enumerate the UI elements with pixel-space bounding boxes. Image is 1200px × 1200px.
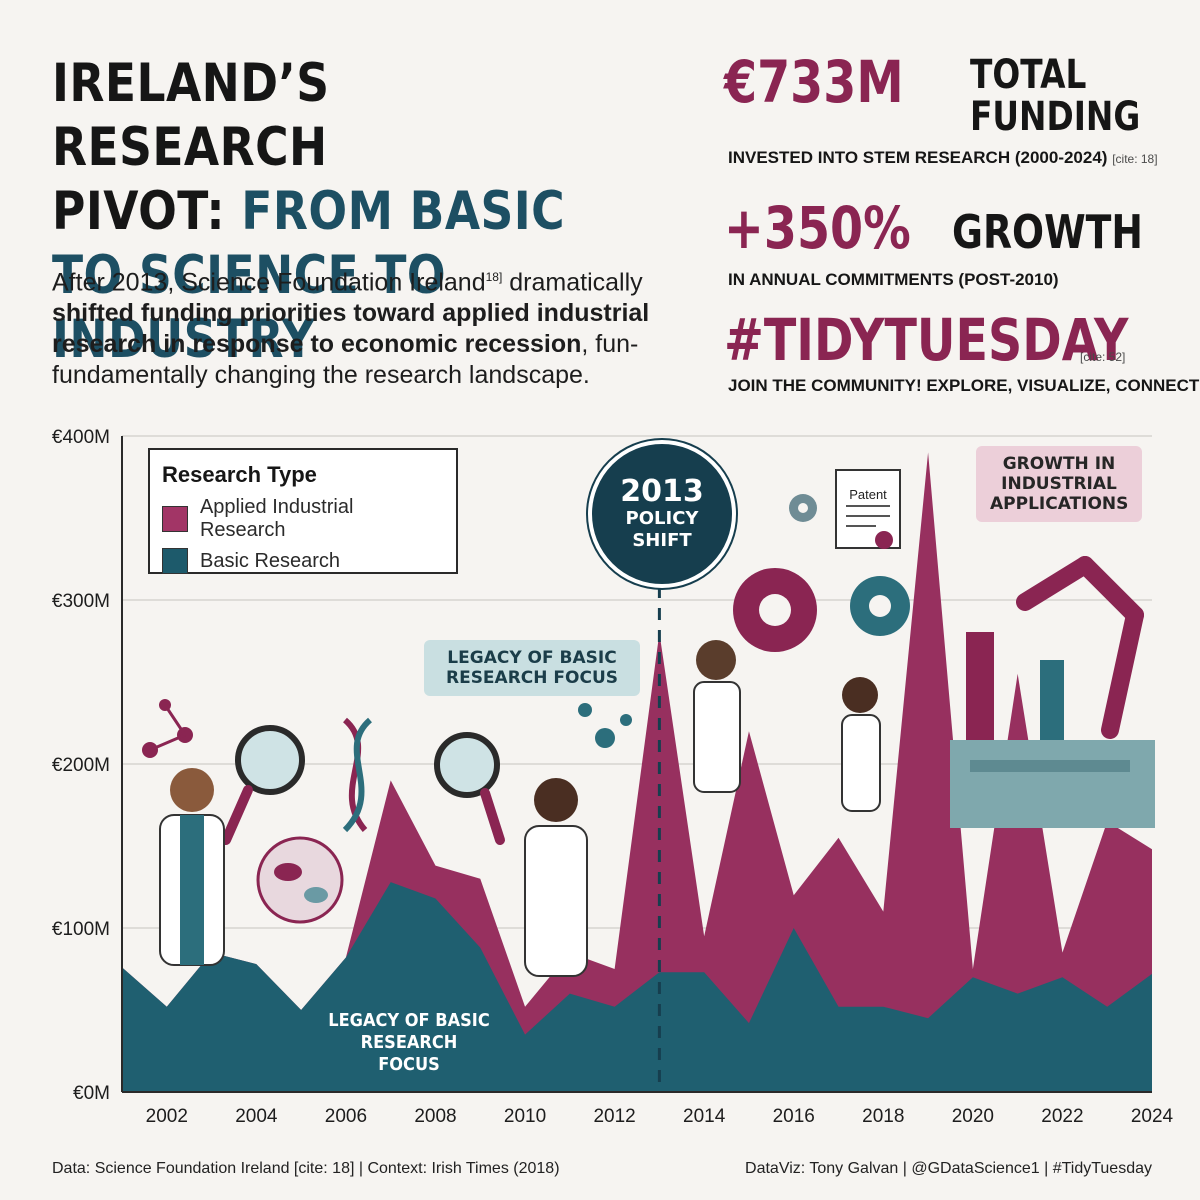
- intro-text-b: dramatically: [502, 268, 643, 297]
- legend-title: Research Type: [162, 462, 317, 487]
- x-tick-label: 2016: [773, 1106, 815, 1127]
- title-line-3: TO SCIENCE TO INDUSTRY: [52, 245, 447, 370]
- x-tick-label: 2018: [862, 1106, 904, 1127]
- gear-icon: [789, 494, 817, 522]
- stat-total-sub-text: INVESTED INTO STEM RESEARCH (2000-2024): [728, 148, 1108, 167]
- gear-icon: [850, 576, 910, 636]
- chart-areas: [122, 452, 1152, 1092]
- intro-paragraph: After 2013, Science Foundation Ireland18…: [52, 262, 662, 391]
- patent-document-icon: [835, 469, 901, 549]
- intro-text-c: , fun-fundamentally changing the researc…: [52, 330, 639, 390]
- footer-credit: DataViz: Tony Galvan | @GDataScience1 | …: [745, 1160, 1152, 1177]
- y-tick-label: €100M: [52, 919, 110, 940]
- stat-tidytuesday-value: #TIDYTUESDAY: [724, 306, 1129, 374]
- factory-icon: [950, 632, 1155, 828]
- policy-shift-year: 2013: [620, 474, 704, 509]
- scientist-figure: [693, 640, 741, 793]
- title-line-2b: FROM BASIC: [241, 181, 566, 242]
- stat-total-value: €733M: [724, 48, 904, 116]
- x-tick-label: 2022: [1041, 1106, 1083, 1127]
- stat-tidytuesday-sub: JOIN THE COMMUNITY! EXPLORE, VISUALIZE, …: [728, 376, 1200, 395]
- legacy-callout-bubble: LEGACY OF BASIC RESEARCH FOCUS: [424, 640, 640, 696]
- x-tick-label: 2004: [235, 1106, 278, 1127]
- policy-shift-badge: 2013 POLICY SHIFT: [588, 440, 736, 588]
- stat-growth-sub: IN ANNUAL COMMITMENTS (POST-2010): [728, 270, 1059, 289]
- stat-total-cite: [cite: 18]: [1112, 152, 1158, 166]
- x-tick-label: 2008: [414, 1106, 456, 1127]
- title-line-2a: PIVOT:: [52, 181, 242, 242]
- title-line-1: IRELAND’S RESEARCH: [52, 53, 330, 178]
- molecule-icon: [142, 699, 193, 758]
- dna-icon: [342, 717, 373, 833]
- cell-icon: [256, 836, 344, 924]
- x-tick-label: 2002: [146, 1106, 188, 1127]
- stat-growth-label: GROWTH: [952, 205, 1143, 259]
- x-tick-label: 2024: [1131, 1106, 1174, 1127]
- x-tick-label: 2014: [683, 1106, 726, 1127]
- policy-shift-text-2: SHIFT: [632, 530, 692, 551]
- scientist-figure: [524, 778, 588, 977]
- legend-swatch-applied: [162, 506, 188, 532]
- x-tick-label: 2006: [325, 1106, 367, 1127]
- intro-bold-text: shifted funding priorities toward applie…: [52, 299, 650, 359]
- x-tick-label: 2020: [952, 1106, 994, 1127]
- footer-source: Data: Science Foundation Ireland [cite: …: [52, 1160, 560, 1177]
- gear-icon: [733, 568, 817, 652]
- stat-growth-value: +350%: [724, 194, 911, 262]
- molecule-icon: [578, 703, 632, 748]
- y-tick-label: €0M: [73, 1083, 110, 1104]
- growth-callout-bubble: GROWTH IN INDUSTRIAL APPLICATIONS: [976, 446, 1142, 522]
- stat-tidytuesday-cite: [cite: 52]: [1080, 350, 1126, 364]
- y-tick-label: €200M: [52, 755, 110, 776]
- legend-label-applied: Applied Industrial Research: [199, 496, 354, 541]
- policy-shift-text-1: POLICY: [625, 508, 699, 529]
- area-basic-research: [122, 882, 1152, 1092]
- y-tick-label: €400M: [52, 427, 110, 448]
- legacy-chart-label: LEGACY OF BASIC RESEARCH FOCUS: [328, 1010, 490, 1075]
- intro-text-a: After 2013, Science Foundation Ireland: [52, 268, 486, 297]
- page-title: IRELAND’S RESEARCH PIVOT: FROM BASIC TO …: [52, 52, 585, 372]
- legend-item-applied: Applied Industrial Research: [162, 496, 444, 542]
- stat-total-sub: INVESTED INTO STEM RESEARCH (2000-2024) …: [728, 148, 1158, 169]
- magnifying-glass-icon: [221, 725, 305, 845]
- chart-illustrations: Patent: [142, 469, 1155, 977]
- stat-total-label: TOTAL FUNDING: [970, 52, 1141, 140]
- x-tick-label: 2012: [593, 1106, 635, 1127]
- legend-swatch-basic: [162, 548, 188, 574]
- chart-axes: €0M €100M €200M €300M €400M 2002 2004 2006 2008 2…: [52, 427, 1174, 1127]
- y-tick-label: €300M: [52, 591, 110, 612]
- x-tick-label: 2010: [504, 1106, 546, 1127]
- patent-label: Patent: [849, 487, 887, 502]
- robot-arm-icon: [1016, 556, 1144, 739]
- chart-legend: Research Type Applied Industrial Researc…: [148, 448, 458, 574]
- legend-label-basic: Basic Research: [200, 549, 341, 572]
- intro-citation: 18]: [485, 270, 503, 284]
- scientist-figure: [841, 677, 881, 812]
- title-line-2: PIVOT: FROM BASIC: [52, 180, 585, 244]
- magnifying-glass-icon: [434, 732, 505, 845]
- stat-total-funding: €733M: [724, 50, 943, 114]
- legend-item-basic: Basic Research: [162, 548, 444, 574]
- scientist-figure: [159, 768, 225, 966]
